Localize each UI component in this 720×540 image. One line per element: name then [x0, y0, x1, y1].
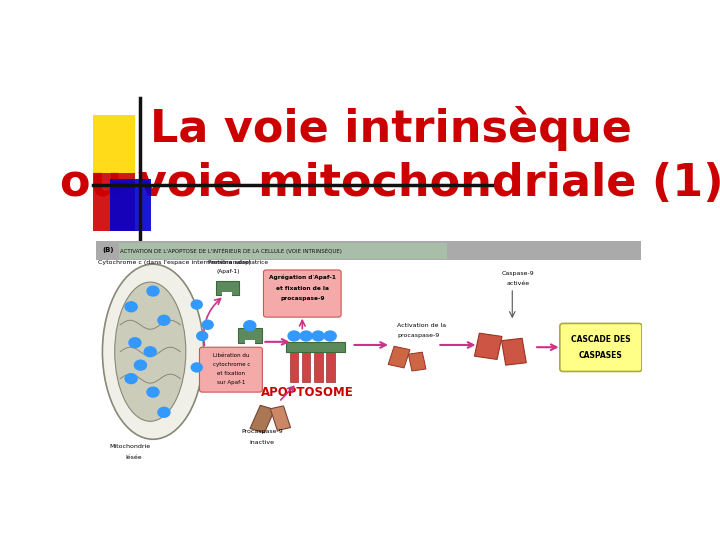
FancyBboxPatch shape: [93, 114, 135, 173]
FancyBboxPatch shape: [109, 179, 151, 231]
Text: La voie intrinsèque
ou voie mitochondriale (1): La voie intrinsèque ou voie mitochondria…: [60, 106, 720, 205]
FancyBboxPatch shape: [93, 173, 135, 231]
